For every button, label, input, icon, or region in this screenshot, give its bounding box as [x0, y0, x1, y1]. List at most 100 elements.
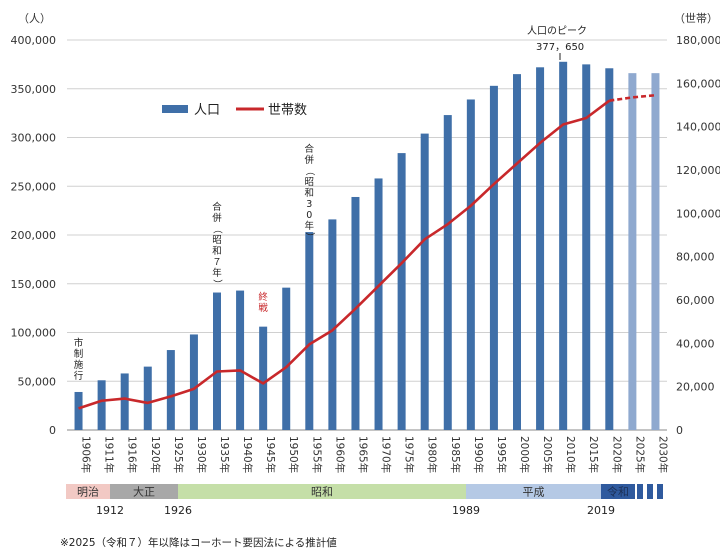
left-tick-label: 100,000	[11, 327, 57, 340]
annotation-char: （	[303, 166, 315, 176]
legend-line-label: 世帯数	[268, 103, 307, 118]
annotation-char: （	[211, 224, 223, 234]
era-segment	[466, 484, 601, 499]
annotation-char: 施	[74, 359, 84, 371]
x-tick-label: 2025年	[633, 436, 646, 473]
annotation-char: 昭	[212, 235, 222, 246]
x-tick-label: 1911年	[103, 436, 116, 473]
annotation-1945: 終戦	[258, 291, 268, 314]
peak-annotation-title: 人口のピーク	[527, 25, 587, 37]
x-tick-label: 1965年	[356, 436, 369, 473]
left-tick-label: 400,000	[11, 34, 57, 47]
population-bar	[305, 232, 314, 430]
population-bar	[143, 366, 152, 430]
x-tick-label: 1985年	[449, 436, 462, 473]
household-line	[78, 93, 656, 410]
population-bar	[513, 74, 521, 430]
population-bar	[74, 391, 83, 430]
annotation-char: 市	[74, 337, 84, 349]
population-bar	[420, 133, 429, 430]
annotation-char: 昭	[305, 177, 315, 188]
x-tick-label: 1970年	[380, 436, 393, 473]
annotation-char: 合	[212, 201, 222, 213]
population-bar	[328, 219, 337, 430]
era-projection-block	[637, 484, 643, 499]
era-segment	[66, 484, 110, 499]
population-bar	[536, 67, 545, 431]
population-bar	[120, 373, 129, 430]
right-tick-label: 160,000	[676, 77, 720, 90]
population-bar	[282, 287, 291, 430]
era-band: 明治 大正 昭和 平成 令和	[66, 484, 663, 499]
era-boundary-year: 1912	[96, 504, 124, 517]
x-tick-label: 1945年	[264, 436, 277, 473]
right-tick-label: 140,000	[676, 121, 720, 134]
x-tick-label: 2000年	[518, 436, 531, 473]
annotation-char: 併	[305, 154, 315, 166]
x-tick-label: 1960年	[333, 436, 346, 473]
annotation-char: 行	[74, 370, 84, 382]
left-tick-label: 200,000	[11, 229, 57, 242]
x-tick-label: 1995年	[495, 436, 508, 473]
annotation-char: 年	[305, 220, 315, 232]
population-bar	[466, 99, 475, 430]
left-tick-label: 250,000	[11, 180, 57, 193]
right-axis-unit: （世帯）	[674, 12, 718, 25]
population-bar	[166, 350, 175, 430]
x-tick-label: 1940年	[241, 436, 254, 473]
era-label: 明治	[77, 485, 99, 499]
annotation-char: 和	[305, 188, 315, 199]
annotation-char: 戦	[258, 302, 268, 314]
x-tick-label: 1955年	[310, 436, 323, 473]
x-tick-label: 1990年	[472, 436, 485, 473]
population-bar	[213, 292, 221, 430]
population-bar	[651, 73, 660, 431]
right-axis-ticks: 180,000 160,000 140,000 120,000 100,000 80,00…	[676, 34, 720, 437]
annotation-char: ７	[212, 257, 222, 268]
population-bar	[628, 73, 637, 431]
x-tick-label: 1916年	[126, 436, 139, 473]
population-bar	[397, 153, 406, 430]
population-bar	[443, 115, 452, 430]
population-bar	[582, 64, 591, 430]
right-tick-label: 0	[676, 424, 683, 437]
annotation-char: 制	[74, 348, 84, 360]
x-tick-label: 1975年	[403, 436, 416, 473]
legend: 人口 世帯数	[162, 103, 307, 118]
left-tick-label: 300,000	[11, 132, 57, 145]
household-line-actual	[78, 99, 611, 410]
annotation-char: 3	[306, 199, 312, 210]
era-label: 昭和	[311, 486, 333, 499]
annotation-char: ）	[211, 279, 223, 289]
right-tick-label: 100,000	[676, 207, 720, 220]
x-axis-labels: 1906年 1911年 1916年 1920年 1925年 1930年 1935年 1940年…	[80, 436, 670, 473]
annotation-char: 0	[306, 210, 312, 221]
population-bar	[351, 196, 360, 430]
right-tick-label: 40,000	[676, 337, 715, 350]
left-tick-label: 0	[49, 424, 56, 437]
era-boundary-years: 1912 1926 1989 2019	[96, 504, 615, 517]
x-tick-label: 1920年	[149, 436, 162, 473]
right-tick-label: 60,000	[676, 294, 715, 307]
era-label: 平成	[523, 486, 545, 499]
era-projection-block	[657, 484, 663, 499]
population-bar	[236, 290, 245, 430]
right-tick-label: 120,000	[676, 164, 720, 177]
population-bar	[259, 326, 268, 430]
era-segment	[601, 484, 635, 499]
x-tick-label: 2020年	[610, 436, 623, 473]
x-tick-label: 2010年	[564, 436, 577, 473]
annotation-char: 併	[212, 212, 222, 224]
era-label: 大正	[133, 485, 155, 499]
x-tick-label: 2005年	[541, 436, 554, 473]
x-tick-label: 1925年	[172, 436, 185, 473]
x-tick-label: 2030年	[656, 436, 669, 473]
right-tick-label: 20,000	[676, 381, 715, 394]
left-axis-unit: （人）	[18, 12, 51, 25]
era-boundary-year: 1926	[164, 504, 192, 517]
left-tick-label: 150,000	[11, 278, 57, 291]
left-tick-label: 350,000	[11, 83, 57, 96]
